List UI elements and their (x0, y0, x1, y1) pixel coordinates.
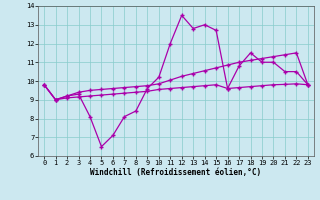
X-axis label: Windchill (Refroidissement éolien,°C): Windchill (Refroidissement éolien,°C) (91, 168, 261, 177)
